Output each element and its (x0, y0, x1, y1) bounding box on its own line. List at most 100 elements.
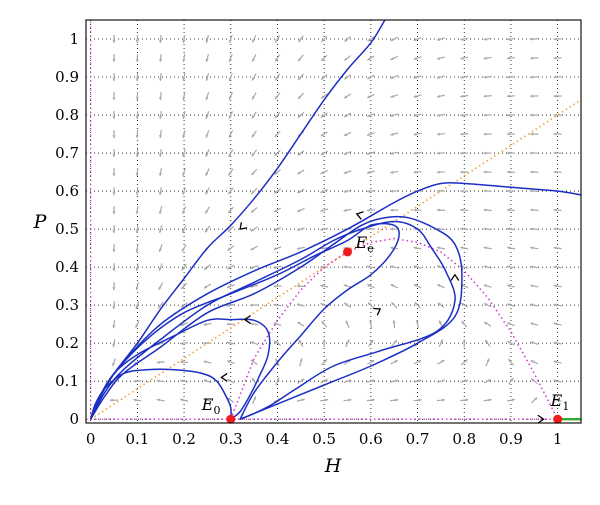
y-tick-label: 0.5 (55, 220, 79, 238)
equilibrium-label: E0 (201, 395, 221, 417)
field-arrow-head (530, 38, 533, 41)
field-arrow-head (136, 135, 139, 138)
field-arrow-head (157, 361, 160, 364)
field-arrow-head (530, 76, 533, 79)
field-arrow-head (393, 320, 396, 323)
field-arrow-head (180, 361, 183, 364)
field-arrow-head (460, 190, 463, 193)
equilibrium-point (553, 415, 562, 424)
field-arrow-head (507, 133, 510, 136)
field-arrow-head (273, 303, 276, 306)
field-arrow-head (507, 95, 510, 98)
field-arrow-head (390, 209, 393, 212)
field-arrow-head (136, 173, 139, 176)
field-arrow-head (507, 76, 510, 79)
field-arrow-head (460, 171, 463, 174)
y-tick-label: 0.3 (55, 296, 79, 314)
field-arrow-head (133, 380, 136, 383)
field-arrow-head (530, 170, 533, 173)
y-axis-label: P (33, 211, 48, 233)
y-tick-label: 0.4 (55, 258, 79, 276)
trajectories (91, 20, 581, 419)
field-arrow-head (112, 192, 115, 195)
field-arrow-head (554, 208, 557, 211)
trajectory-direction-arrow (240, 222, 247, 229)
vector-field (110, 35, 562, 404)
field-arrow-head (250, 304, 253, 307)
field-arrow-head (507, 208, 510, 211)
x-tick-label: 0.1 (125, 430, 149, 448)
field-arrow-head (112, 211, 115, 214)
field-arrow-head (554, 170, 557, 173)
field-arrow-head (395, 399, 398, 402)
field-arrow-head (136, 97, 139, 100)
field-arrow-head (297, 285, 300, 288)
equilibrium-point (226, 415, 235, 424)
field-arrow-head (484, 152, 487, 155)
field-arrow-head (273, 285, 276, 288)
field-arrow-head (507, 189, 510, 192)
x-tick-label: 0.3 (219, 430, 243, 448)
x-tick-label: 0.4 (266, 430, 290, 448)
trajectory-direction-arrow (221, 373, 227, 381)
field-arrow-head (554, 76, 557, 79)
field-arrow-head (390, 190, 393, 193)
field-arrow-head (484, 171, 487, 174)
field-arrow-head (530, 114, 533, 117)
field-arrow-head (112, 97, 115, 100)
field-arrow-head (112, 116, 115, 119)
trajectory-line (91, 319, 270, 419)
field-arrow-head (484, 95, 487, 98)
field-arrow-head (554, 38, 557, 41)
x-tick-label: 0.7 (406, 430, 430, 448)
field-arrow-head (484, 208, 487, 211)
field-arrow-head (530, 133, 533, 136)
field-arrow-head (437, 208, 440, 211)
equilibrium-name: E (201, 395, 214, 414)
field-arrow-head (437, 171, 440, 174)
field-arrow-head (112, 78, 115, 81)
field-arrow-head (112, 287, 115, 290)
field-arrow-head (112, 154, 115, 157)
trajectory-line (91, 222, 455, 420)
field-arrow-head (136, 116, 139, 119)
field-arrow-head (136, 78, 139, 81)
field-arrow-head (437, 152, 440, 155)
field-arrow-head (484, 133, 487, 136)
field-arrow-head (110, 399, 113, 402)
trajectory-direction-arrow (451, 275, 459, 281)
field-arrow-head (112, 306, 115, 309)
field-arrow-head (390, 228, 393, 231)
field-arrow-head (323, 339, 326, 342)
field-arrow-head (554, 57, 557, 60)
direction-arrows (221, 212, 543, 423)
field-arrow-head (112, 268, 115, 271)
x-tick-label: 1 (553, 430, 563, 448)
field-arrow-head (460, 208, 463, 211)
field-arrow-head (507, 152, 510, 155)
y-tick-label: 0.2 (55, 334, 79, 352)
field-arrow-head (554, 132, 557, 135)
field-arrow-head (460, 133, 463, 136)
field-arrow-head (484, 189, 487, 192)
x-tick-label: 0.9 (499, 430, 523, 448)
trajectory-direction-arrow (373, 309, 380, 316)
y-tick-label: 0.9 (55, 68, 79, 86)
field-arrow-head (227, 323, 230, 326)
field-arrow-head (530, 189, 533, 192)
field-arrow-head (507, 57, 510, 60)
equilibrium-name: E (355, 233, 368, 252)
field-arrow-head (112, 249, 115, 252)
field-arrow-head (136, 154, 139, 157)
x-tick-label: 0.5 (312, 430, 336, 448)
y-tick-label: 1 (69, 30, 79, 48)
p-nullcline (91, 100, 581, 419)
field-arrow-head (442, 399, 445, 402)
y-tick-label: 0.6 (55, 182, 79, 200)
equilibrium-subscript: e (367, 242, 374, 255)
x-axis-label: H (324, 455, 342, 477)
field-arrow-head (530, 151, 533, 154)
